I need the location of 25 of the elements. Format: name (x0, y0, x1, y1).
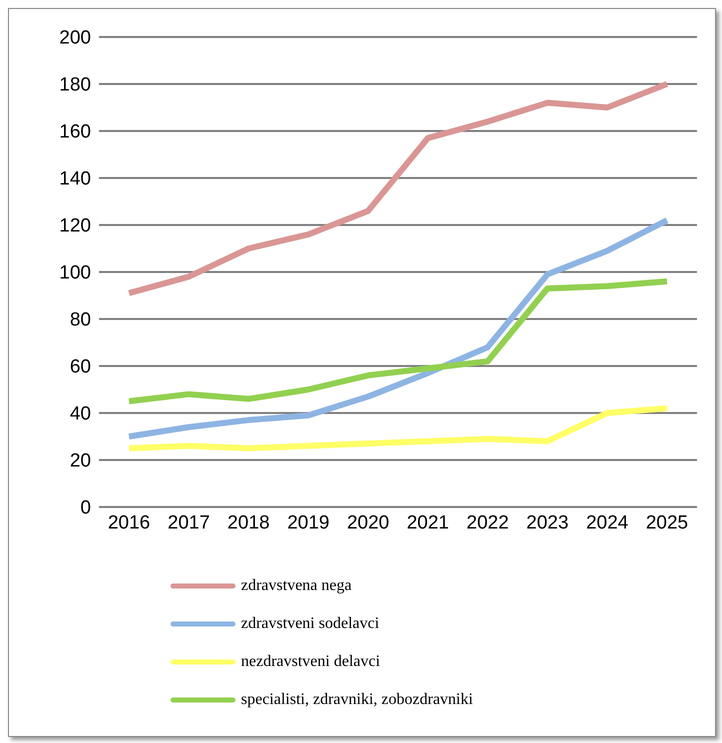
y-tick-label: 20 (70, 450, 91, 472)
y-tick-label: 60 (70, 356, 91, 378)
y-tick-label: 160 (59, 122, 91, 143)
x-tick-label: 2021 (406, 512, 450, 534)
x-tick-label: 2025 (646, 512, 688, 534)
y-tick-label: 180 (59, 74, 91, 96)
x-tick-label: 2020 (346, 512, 390, 534)
y-tick-label: 200 (59, 28, 91, 49)
y-tick-label: 80 (70, 310, 91, 331)
x-tick-label: 2023 (526, 512, 569, 534)
y-tick-label: 120 (59, 216, 91, 237)
legend-label: zdravstveni sodelavci (241, 615, 380, 633)
x-tick-label: 2018 (227, 512, 270, 534)
y-tick-label: 140 (59, 168, 91, 190)
x-tick-label: 2016 (108, 512, 150, 534)
y-tick-label: 40 (70, 404, 91, 425)
x-tick-label: 2022 (466, 512, 509, 534)
y-tick-label: 0 (80, 498, 91, 519)
legend-label: zdravstvena nega (241, 577, 352, 595)
x-tick-label: 2017 (168, 512, 210, 534)
x-tick-label: 2024 (586, 512, 629, 534)
y-tick-label: 100 (59, 262, 91, 284)
legend-label: nezdravstveni delavci (241, 653, 380, 671)
legend-label: specialisti, zdravniki, zobozdravniki (241, 691, 473, 709)
x-tick-label: 2019 (287, 512, 330, 534)
